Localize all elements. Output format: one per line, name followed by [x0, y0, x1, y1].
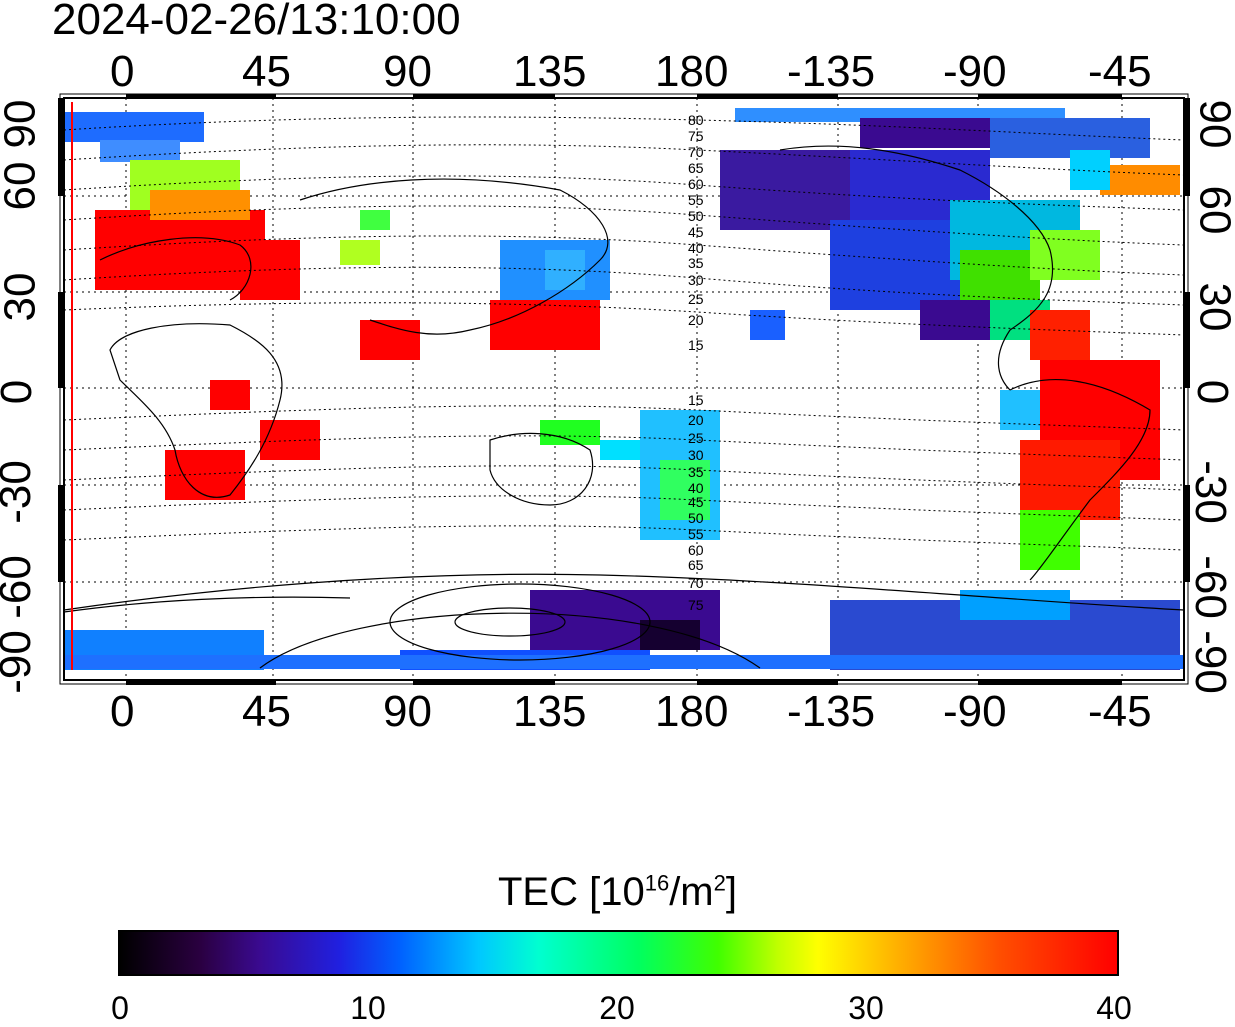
contour-label: 40 — [688, 240, 704, 256]
x-tick-bottom-6: -90 — [943, 687, 1007, 736]
x-tick-bottom-1: 45 — [242, 687, 291, 736]
x-tick-bottom-5: -135 — [787, 687, 876, 736]
x-tick-top-5: -135 — [787, 47, 876, 96]
colorbar-title-text: TEC [10 — [497, 870, 645, 914]
contour-label: 70 — [688, 575, 704, 591]
x-tick-top-7: -45 — [1088, 47, 1152, 96]
contour-label: 35 — [688, 255, 704, 271]
contour-label: 80 — [688, 112, 704, 128]
frame-ticks — [58, 94, 1190, 685]
map-outer-frame — [59, 93, 1189, 685]
contour-label: 75 — [688, 597, 704, 613]
contour-label: 60 — [688, 176, 704, 192]
colorbar-title-mid: /m — [669, 870, 714, 914]
contour-label: 20 — [688, 312, 704, 328]
x-tick-top-3: 135 — [513, 47, 587, 96]
x-tick-top-2: 90 — [383, 47, 432, 96]
contour-label: 25 — [688, 291, 704, 307]
contour-label: 75 — [688, 128, 704, 144]
colorbar-label-40: 40 — [1096, 990, 1132, 1026]
colorbar-label-20: 20 — [599, 990, 635, 1026]
x-tick-bottom-2: 90 — [383, 687, 432, 736]
contour-label: 60 — [688, 542, 704, 558]
contour-label: 20 — [688, 412, 704, 428]
contour-label: 55 — [688, 526, 704, 542]
x-tick-top-1: 45 — [242, 47, 291, 96]
colorbar-title-sup: 16 — [644, 870, 670, 896]
south-pole-contours — [63, 573, 1185, 669]
contour-label: 70 — [688, 144, 704, 160]
colorbar-label-0: 0 — [111, 990, 129, 1026]
colorbar-title-sup2: 2 — [713, 870, 726, 896]
tec-map: 80 75 70 65 60 55 50 45 40 35 30 25 20 1… — [58, 93, 1190, 685]
colorbar-title: TEC [1016/m2] — [0, 870, 1235, 915]
coastlines — [63, 145, 1151, 613]
timestamp-title: 2024-02-26/13:10:00 — [52, 0, 461, 44]
contour-label: 45 — [688, 494, 704, 510]
colorbar-label-10: 10 — [350, 990, 386, 1026]
contour-label: 15 — [688, 392, 704, 408]
contour-lines — [63, 116, 1185, 551]
x-tick-bottom-7: -45 — [1088, 687, 1152, 736]
contour-labels-group: 80 75 70 65 60 55 50 45 40 35 30 25 20 1… — [688, 112, 704, 613]
contour-label: 45 — [688, 224, 704, 240]
contour-label: 65 — [688, 557, 704, 573]
x-tick-top-6: -90 — [943, 47, 1007, 96]
colorbar — [118, 930, 1119, 976]
contour-label: 25 — [688, 430, 704, 446]
x-tick-top-4: 180 — [655, 47, 729, 96]
contour-label: 30 — [688, 272, 704, 288]
x-tick-top-0: 0 — [110, 47, 135, 96]
map-frame — [63, 97, 1185, 681]
contour-label: 35 — [688, 464, 704, 480]
x-tick-bottom-3: 135 — [513, 687, 587, 736]
colorbar-title-end: ] — [725, 870, 737, 914]
contour-label: 40 — [688, 480, 704, 496]
x-tick-bottom-4: 180 — [655, 687, 729, 736]
x-tick-bottom-0: 0 — [110, 687, 135, 736]
colorbar-label-30: 30 — [848, 990, 884, 1026]
contour-label: 30 — [688, 447, 704, 463]
tec-data-patches — [64, 108, 1184, 670]
contour-label: 65 — [688, 160, 704, 176]
contour-label: 15 — [688, 337, 704, 353]
contour-label: 50 — [688, 208, 704, 224]
contour-label: 55 — [688, 192, 704, 208]
contour-label: 50 — [688, 510, 704, 526]
